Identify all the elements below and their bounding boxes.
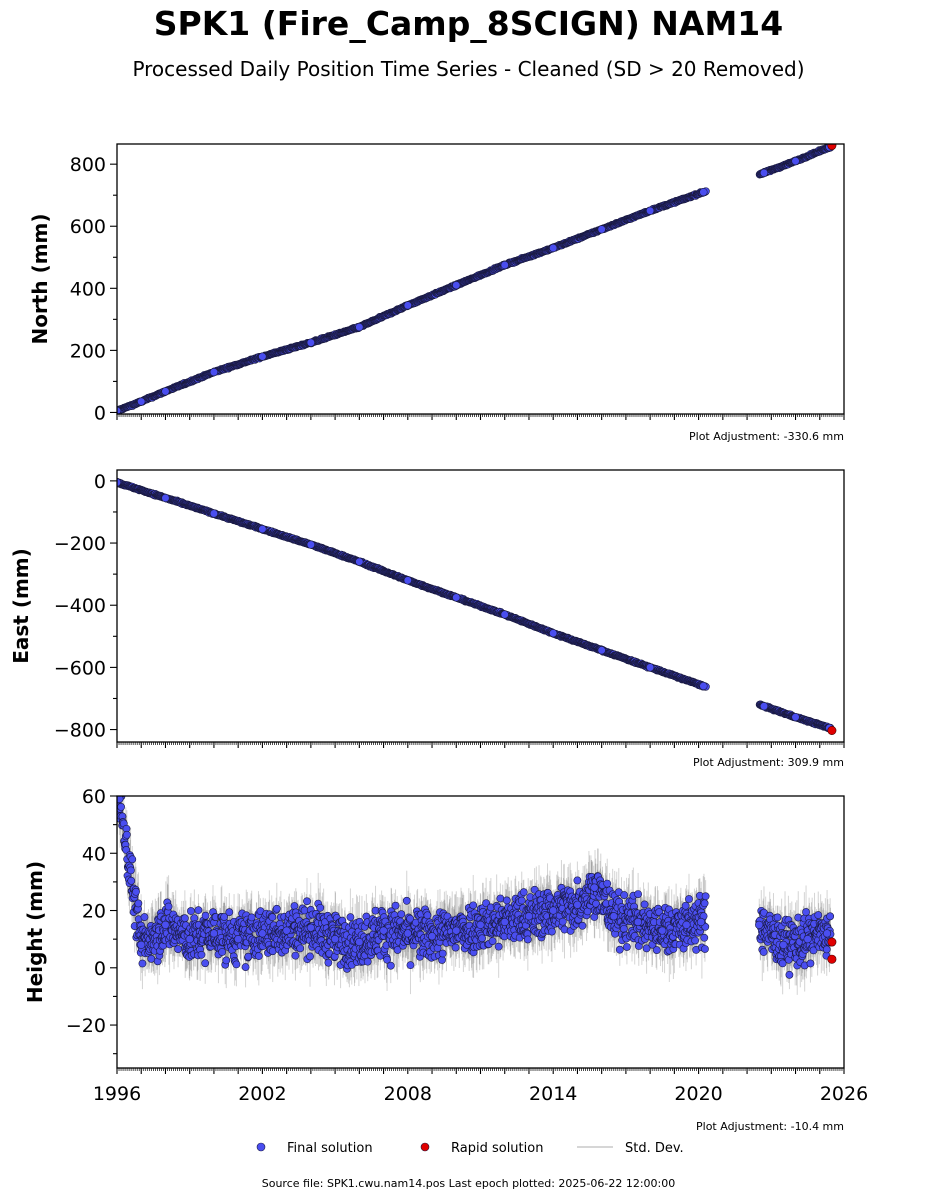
- final-data-point: [258, 524, 267, 534]
- final-data-point: [791, 713, 800, 722]
- y-tick-label: −800: [54, 720, 106, 742]
- final-data-point: [452, 281, 461, 290]
- final-data-point: [549, 629, 558, 638]
- plot-adjustment: Plot Adjustment: 309.9 mm: [693, 756, 844, 769]
- final-data-point: [452, 593, 461, 602]
- final-data-point: [759, 702, 769, 711]
- final-data-point: [597, 646, 606, 655]
- final-data-point: [306, 338, 315, 347]
- rapid-point: [827, 725, 837, 735]
- final-data-point: [403, 576, 412, 585]
- plot-area: [117, 796, 837, 995]
- final-data-point: [597, 225, 606, 234]
- final-data-point: [209, 509, 219, 518]
- final-data-point: [403, 301, 412, 310]
- rapid-point: [827, 144, 837, 151]
- final-data-point: [759, 168, 769, 177]
- plot-adjustment: Plot Adjustment: -330.6 mm: [689, 430, 844, 443]
- y-axis-label: North (mm): [28, 213, 52, 344]
- final-data-point: [161, 387, 170, 396]
- chart-subtitle: Processed Daily Position Time Series - C…: [132, 57, 805, 81]
- final-data-point: [117, 406, 122, 414]
- chart-title: SPK1 (Fire_Camp_8SCIGN) NAM14: [153, 4, 784, 43]
- y-tick-label: −200: [54, 533, 106, 555]
- final-data-point: [355, 323, 364, 332]
- y-tick-label: 200: [70, 340, 106, 362]
- y-axis-label: East (mm): [9, 548, 33, 664]
- y-tick-label: −400: [54, 595, 106, 617]
- final-data-point: [791, 156, 800, 166]
- final-data-point: [549, 243, 558, 253]
- final-data-point: [699, 681, 708, 691]
- final-data-point: [209, 368, 219, 377]
- final-data-point: [500, 610, 509, 619]
- final-data-point: [355, 557, 364, 566]
- final-data-point: [306, 540, 315, 549]
- plot-area: [117, 144, 837, 414]
- panel-east: 0 −200 −400 −600 −800 East (mm) Plot Adjustmen…: [9, 469, 845, 769]
- y-tick-label: 800: [70, 154, 106, 176]
- final-data-point: [161, 493, 170, 503]
- final-data-point: [258, 352, 267, 361]
- y-tick-label: 400: [70, 278, 106, 300]
- final-data-point: [699, 188, 708, 197]
- y-tick-label: 600: [70, 216, 106, 238]
- panel-north: 0 200 400 600 800 North (mm) Plot Adjustment: …: [28, 143, 845, 443]
- y-tick-label: −600: [54, 657, 106, 679]
- final-data-point: [137, 397, 146, 406]
- final-data-point: [646, 663, 655, 672]
- final-data-point: [500, 260, 509, 270]
- y-tick-label: 0: [94, 471, 106, 493]
- y-tick-label: 0: [94, 402, 106, 424]
- final-data-point: [646, 206, 655, 215]
- plot-area: [117, 477, 837, 735]
